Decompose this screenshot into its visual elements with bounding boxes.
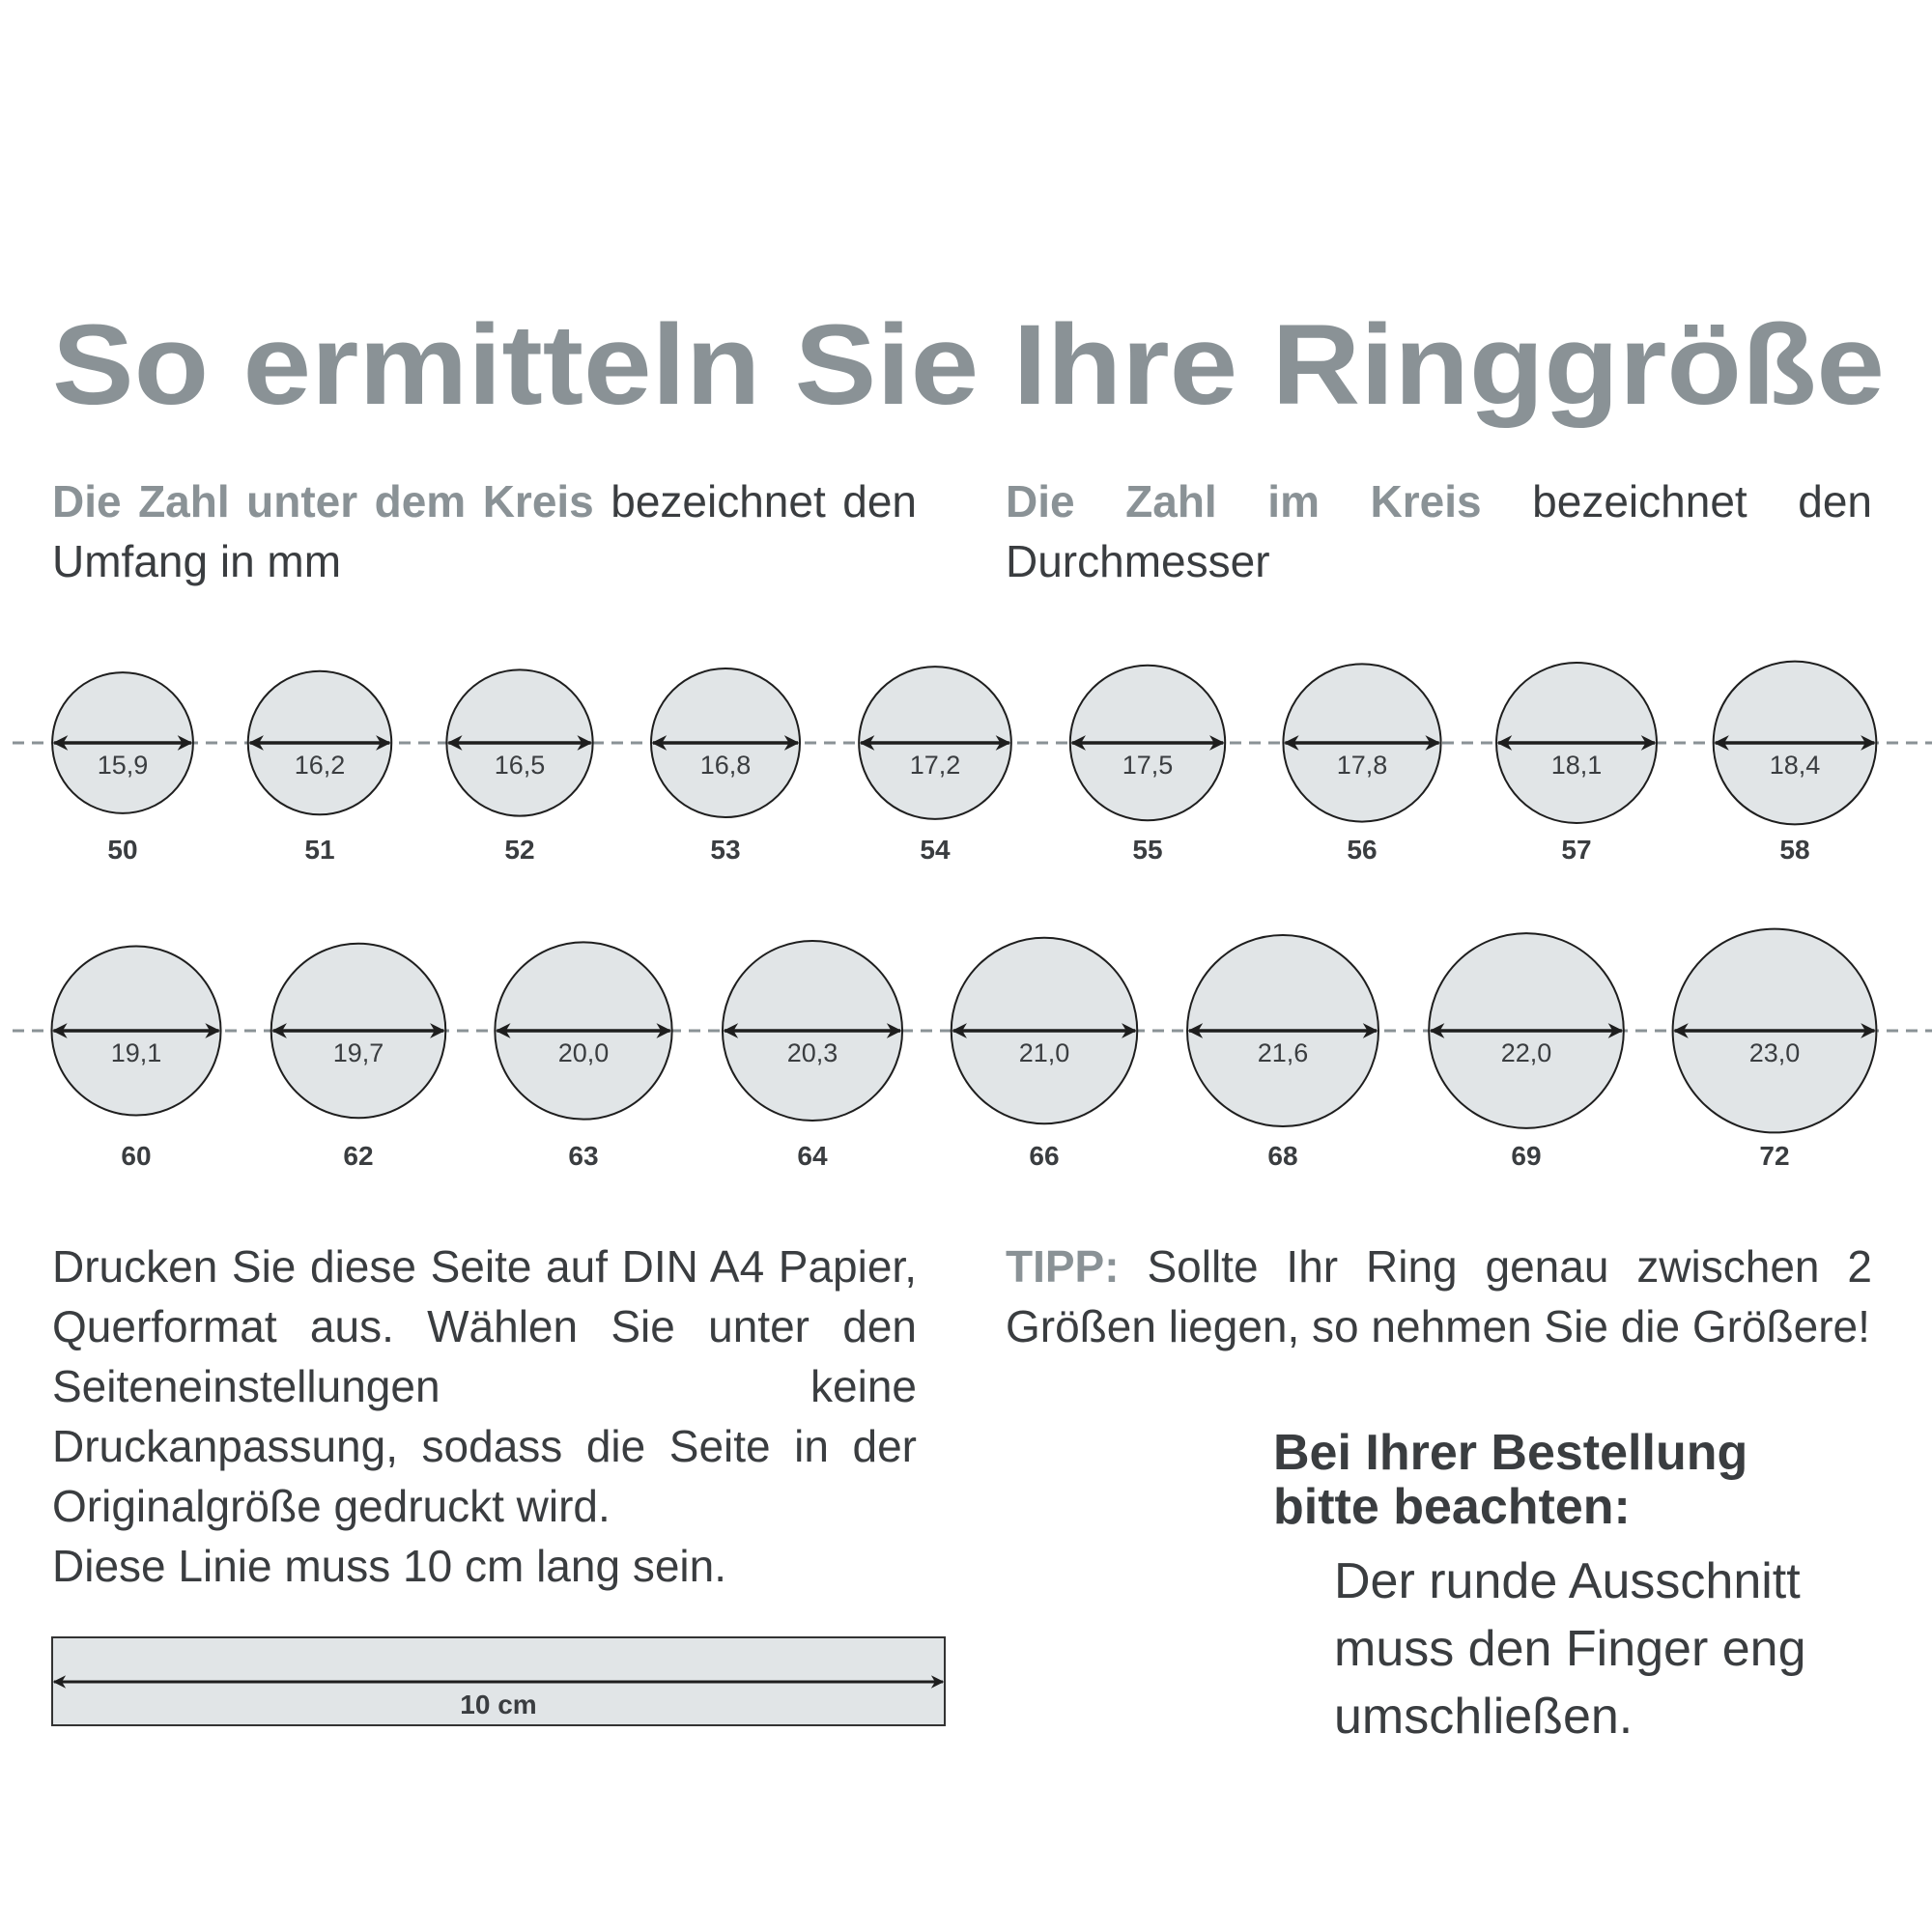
ring-diameter-label: 15,9 — [98, 751, 149, 780]
ring-size-63: 20,0 63 — [494, 941, 673, 1171]
ring-diameter-label: 19,7 — [333, 1038, 384, 1067]
ring-size-label: 64 — [797, 1141, 828, 1171]
ring-size-54: 17,2 54 — [858, 666, 1012, 865]
ring-size-50: 15,9 50 — [51, 671, 194, 865]
order-body-line: umschließen. — [1334, 1689, 1634, 1745]
subheading-text: bezeichnet den Durchmesser — [1006, 476, 1872, 586]
subheading-highlight: Die Zahl unter dem Kreis — [52, 476, 594, 526]
tip-text: Sollte Ihr Ring genau zwischen 2 Größen … — [1006, 1241, 1872, 1351]
line-note: Diese Linie muss 10 cm lang sein. — [52, 1541, 726, 1591]
ring-size-label: 50 — [107, 835, 137, 865]
ring-size-label: 68 — [1267, 1141, 1297, 1171]
ring-diameter-label: 16,5 — [495, 751, 546, 780]
order-body-line: muss den Finger eng — [1334, 1621, 1806, 1677]
ruler-label: 10 cm — [460, 1690, 536, 1719]
ring-diameter-label: 23,0 — [1749, 1038, 1801, 1067]
ring-diameter-label: 22,0 — [1501, 1038, 1552, 1067]
tip-label: TIPP: — [1006, 1241, 1120, 1292]
ring-size-label: 66 — [1029, 1141, 1059, 1171]
ring-size-58: 18,4 58 — [1712, 660, 1878, 865]
ring-diameter-label: 16,2 — [295, 751, 346, 780]
ring-size-52: 16,5 52 — [445, 668, 594, 865]
ring-size-57: 18,1 57 — [1495, 662, 1658, 865]
ring-diameter-label: 17,2 — [910, 751, 961, 780]
ring-size-label: 57 — [1561, 835, 1591, 865]
ring-size-72: 23,0 72 — [1671, 927, 1878, 1171]
ring-size-64: 20,3 64 — [721, 939, 904, 1171]
ring-size-51: 16,2 51 — [246, 669, 393, 865]
ring-size-label: 62 — [343, 1141, 373, 1171]
ring-size-label: 63 — [568, 1141, 598, 1171]
ring-size-62: 19,7 62 — [270, 942, 447, 1171]
ring-diameter-label: 21,0 — [1019, 1038, 1070, 1067]
ring-diameter-label: 20,3 — [787, 1038, 838, 1067]
ring-size-56: 17,8 56 — [1282, 663, 1442, 865]
ring-size-label: 60 — [121, 1141, 151, 1171]
ring-diameter-label: 19,1 — [111, 1038, 162, 1067]
order-note-heading: Bei Ihrer Bestellung bitte beachten: — [1273, 1426, 1747, 1534]
order-note-body: Der runde Ausschnitt muss den Finger eng… — [1334, 1548, 1806, 1750]
subheading-circumference: Die Zahl unter dem Kreis bezeichnet den … — [52, 471, 917, 591]
order-heading-line: bitte beachten: — [1273, 1479, 1631, 1535]
ring-size-label: 58 — [1779, 835, 1809, 865]
ring-size-label: 51 — [304, 835, 334, 865]
print-paragraph: Drucken Sie diese Seite auf DIN A4 Papie… — [52, 1241, 917, 1531]
print-instructions: Drucken Sie diese Seite auf DIN A4 Papie… — [52, 1236, 917, 1596]
ring-diameter-label: 18,4 — [1770, 751, 1821, 780]
ring-size-60: 19,1 60 — [50, 945, 222, 1171]
ring-size-label: 54 — [920, 835, 951, 865]
subheading-highlight: Die Zahl im Kreis — [1006, 476, 1482, 526]
ring-size-69: 22,0 69 — [1428, 932, 1625, 1171]
ring-size-53: 16,8 53 — [650, 668, 801, 865]
subheading-text: bezeichnet den Umfang in mm — [52, 476, 917, 586]
ring-size-label: 52 — [504, 835, 534, 865]
ring-size-label: 56 — [1347, 835, 1377, 865]
ring-size-label: 53 — [710, 835, 740, 865]
ring-size-label: 55 — [1132, 835, 1162, 865]
ring-size-66: 21,0 66 — [950, 936, 1139, 1171]
ring-size-68: 21,6 68 — [1186, 934, 1379, 1171]
order-body-line: Der runde Ausschnitt — [1334, 1553, 1801, 1609]
page-title: So ermitteln Sie Ihre Ringgröße — [52, 301, 1885, 429]
ring-diameter-label: 17,8 — [1337, 751, 1388, 780]
ring-diameter-label: 16,8 — [700, 751, 752, 780]
ring-diameter-label: 21,6 — [1258, 1038, 1309, 1067]
ring-diameter-label: 17,5 — [1122, 751, 1174, 780]
subheading-diameter: Die Zahl im Kreis bezeichnet den Durchme… — [1006, 471, 1872, 591]
ring-size-label: 69 — [1511, 1141, 1541, 1171]
ring-diameter-label: 20,0 — [558, 1038, 610, 1067]
order-heading-line: Bei Ihrer Bestellung — [1273, 1425, 1748, 1481]
tip: TIPP: Sollte Ihr Ring genau zwischen 2 G… — [1006, 1236, 1872, 1356]
ring-diameter-label: 18,1 — [1551, 751, 1603, 780]
ring-size-55: 17,5 55 — [1068, 664, 1227, 865]
ring-size-label: 72 — [1759, 1141, 1789, 1171]
